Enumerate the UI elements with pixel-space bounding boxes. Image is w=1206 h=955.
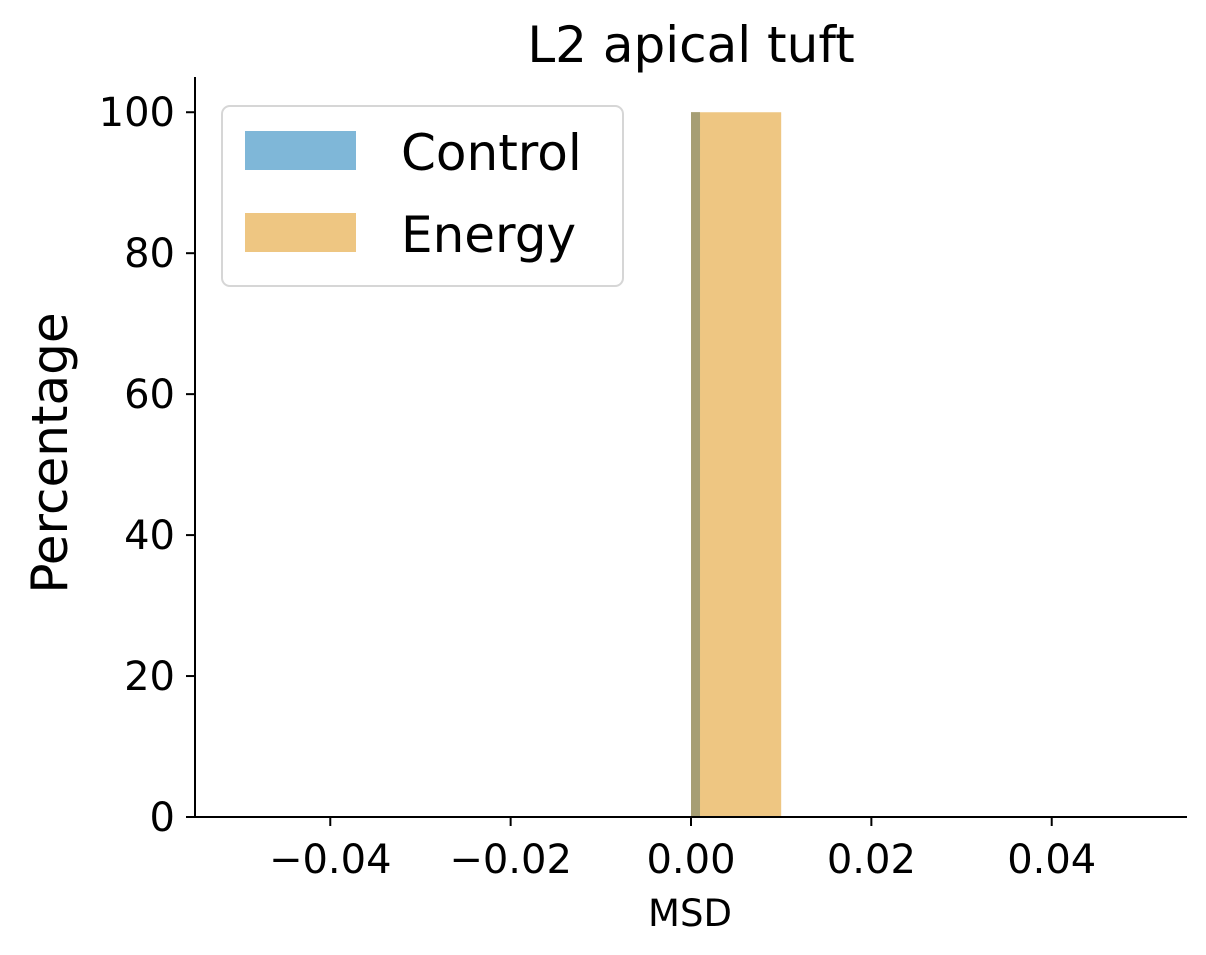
x-tick-label: 0.00 [646, 837, 735, 883]
x-tick-label: 0.02 [827, 837, 916, 883]
y-tick-label: 60 [124, 372, 175, 418]
x-axis-ticks: −0.04 −0.02 0.00 0.02 0.04 [269, 817, 1096, 883]
bars-group [691, 112, 782, 817]
bar-energy-0 [691, 112, 782, 817]
x-axis-label: MSD [648, 892, 732, 935]
bar-overlap [691, 112, 701, 817]
y-tick-label: 0 [150, 795, 175, 841]
x-tick-label: −0.02 [449, 837, 572, 883]
legend-swatch-control [245, 131, 356, 170]
chart-title: L2 apical tuft [527, 16, 854, 74]
legend-label-energy: Energy [401, 206, 576, 264]
legend-label-control: Control [401, 124, 582, 182]
x-tick-label: −0.04 [269, 837, 392, 883]
y-tick-label: 100 [99, 90, 175, 136]
y-axis-ticks: 0 20 40 60 80 100 [99, 90, 195, 841]
y-tick-label: 80 [124, 231, 175, 277]
legend-swatch-energy [245, 213, 356, 252]
y-axis-label: Percentage [21, 312, 79, 593]
y-tick-label: 20 [124, 654, 175, 700]
y-tick-label: 40 [124, 513, 175, 559]
x-tick-label: 0.04 [1007, 837, 1096, 883]
legend: Control Energy [221, 105, 624, 287]
